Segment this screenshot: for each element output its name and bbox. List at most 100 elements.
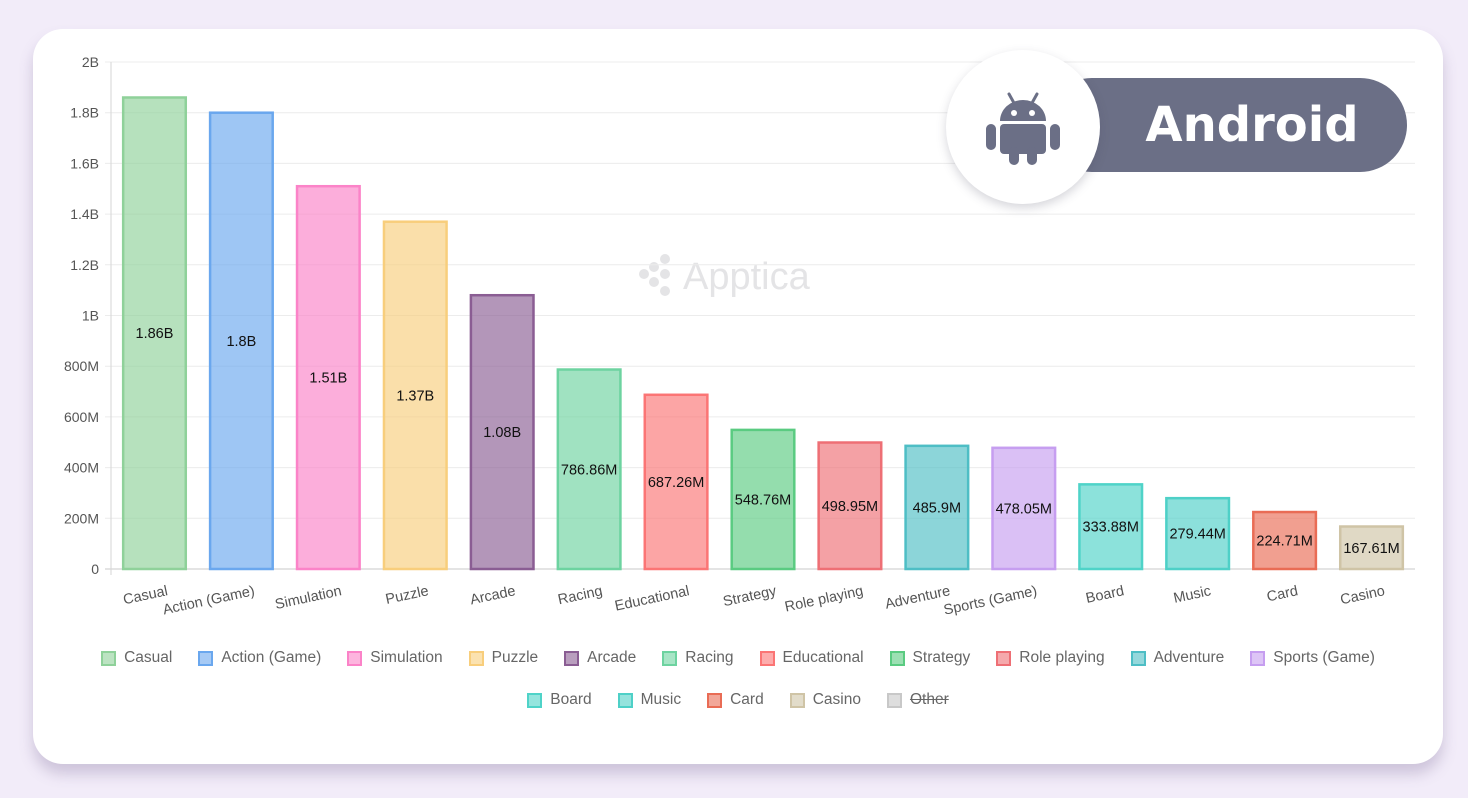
legend-item[interactable]: Strategy — [889, 649, 970, 667]
y-axis: 0 200M 400M 600M 800M 1B 1.2B 1.4B 1.6B 1.8B 2B — [64, 54, 99, 577]
legend-item[interactable]: Casual — [101, 649, 172, 667]
legend-item[interactable]: Card — [707, 691, 764, 709]
x-tick-label: Arcade — [469, 583, 517, 608]
y-tick-label: 200M — [64, 510, 99, 526]
legend-item[interactable]: Other — [886, 691, 949, 709]
legend-label: Casual — [124, 649, 173, 666]
legend-item[interactable]: Board — [527, 691, 592, 709]
legend-swatch — [101, 650, 117, 666]
legend-swatch — [617, 692, 633, 708]
y-tick-label: 1B — [82, 308, 99, 324]
legend-label: Action (Game) — [221, 649, 322, 666]
legend-swatch — [996, 650, 1012, 666]
legend-row: Casual Action (Game) Simulation Puzzle Arcad… — [101, 649, 1375, 667]
legend-swatch — [564, 650, 580, 666]
bar[interactable] — [208, 111, 274, 571]
bar[interactable] — [121, 96, 188, 571]
bar-value-label: 1.37B — [396, 388, 434, 404]
legend-swatch — [198, 650, 214, 666]
bar-value-label: 279.44M — [1169, 527, 1225, 543]
x-tick-label: Strategy — [722, 583, 779, 610]
legend-item[interactable]: Educational — [759, 649, 864, 667]
platform-icon-circle — [946, 50, 1100, 204]
legend-label: Board — [550, 691, 592, 708]
bar[interactable] — [1078, 483, 1144, 571]
platform-label: Android — [1145, 97, 1359, 153]
bar[interactable] — [1165, 496, 1231, 571]
bars — [121, 96, 1405, 571]
legend-item[interactable]: Puzzle — [468, 649, 539, 667]
legend-item[interactable]: Adventure — [1130, 649, 1225, 667]
bar[interactable] — [643, 393, 709, 571]
apptica-logo-icon — [639, 254, 670, 296]
y-tick-label: 600M — [64, 409, 99, 425]
bar-value-label: 1.8B — [226, 334, 256, 350]
value-labels: 1.86B 1.8B 1.51B 1.37B 1.08B 786.86M 687.26M 54… — [136, 326, 1400, 557]
x-tick-label: Card — [1265, 583, 1299, 605]
legend-item[interactable]: Sports (Game) — [1250, 649, 1375, 667]
legend-item[interactable]: Arcade — [564, 649, 636, 667]
legend-swatch — [468, 650, 484, 666]
bar[interactable] — [730, 428, 796, 571]
legend-item[interactable]: Racing — [662, 649, 734, 667]
legend-swatch — [889, 650, 905, 666]
bar-value-label: 478.05M — [996, 501, 1052, 517]
x-tick-label: Sports (Game) — [942, 583, 1038, 618]
bar[interactable] — [817, 441, 883, 571]
legend-item[interactable]: Role playing — [996, 649, 1105, 667]
bar-value-label: 1.86B — [136, 326, 174, 342]
y-tick-label: 0 — [91, 561, 99, 577]
legend-label: Card — [730, 691, 764, 708]
legend-swatch — [1250, 650, 1266, 666]
x-tick-label: Simulation — [274, 583, 344, 613]
bar[interactable] — [1252, 510, 1318, 571]
x-tick-label: Adventure — [884, 583, 952, 612]
bar[interactable] — [295, 184, 361, 571]
x-tick-label: Casino — [1339, 583, 1386, 608]
legend-label: Arcade — [587, 649, 637, 666]
x-tick-label: Racing — [556, 583, 603, 608]
legend-swatch — [527, 692, 543, 708]
legend-label: Simulation — [370, 649, 443, 666]
x-tick-label: Action (Game) — [161, 583, 256, 618]
legend-swatch — [347, 650, 363, 666]
watermark-text: Apptica — [683, 256, 811, 298]
y-tick-label: 1.8B — [70, 105, 99, 121]
y-tick-label: 800M — [64, 358, 99, 374]
apptica-watermark: Apptica — [639, 254, 811, 298]
legend-row: Board Music Card Casino Other — [527, 691, 949, 709]
bar[interactable] — [1338, 525, 1405, 571]
legend-label: Role playing — [1019, 649, 1105, 666]
bar-value-label: 167.61M — [1343, 541, 1399, 557]
y-tick-label: 1.4B — [70, 206, 99, 222]
bar-value-label: 548.76M — [735, 492, 791, 508]
x-tick-label: Music — [1172, 583, 1212, 607]
bar[interactable] — [469, 293, 535, 571]
legend-label: Educational — [782, 649, 864, 666]
y-tick-label: 1.2B — [70, 257, 99, 273]
legend-item[interactable]: Simulation — [347, 649, 443, 667]
legend-label: Puzzle — [491, 649, 539, 666]
bar-value-label: 1.51B — [309, 371, 347, 387]
y-tick-label: 2B — [82, 54, 99, 70]
legend-item[interactable]: Music — [617, 691, 681, 709]
bar[interactable] — [904, 444, 970, 571]
legend-label: Sports (Game) — [1273, 649, 1375, 666]
android-icon — [986, 92, 1060, 165]
bar-value-label: 687.26M — [648, 475, 704, 491]
bar[interactable] — [382, 220, 448, 571]
legend-item[interactable]: Casino — [789, 691, 861, 709]
legend-item[interactable]: Action (Game) — [198, 649, 321, 667]
legend-label: Racing — [685, 649, 734, 666]
y-tick-label: 400M — [64, 460, 99, 476]
bar[interactable] — [556, 368, 622, 571]
bar[interactable] — [991, 446, 1057, 571]
legend-swatch — [789, 692, 805, 708]
bar-value-label: 333.88M — [1083, 520, 1139, 536]
x-tick-label: Board — [1084, 583, 1125, 607]
x-tick-label: Educational — [613, 583, 690, 614]
y-tick-label: 1.6B — [70, 155, 99, 171]
x-tick-label: Role playing — [783, 583, 864, 615]
legend-swatch — [759, 650, 775, 666]
legend-label: Adventure — [1153, 649, 1225, 666]
